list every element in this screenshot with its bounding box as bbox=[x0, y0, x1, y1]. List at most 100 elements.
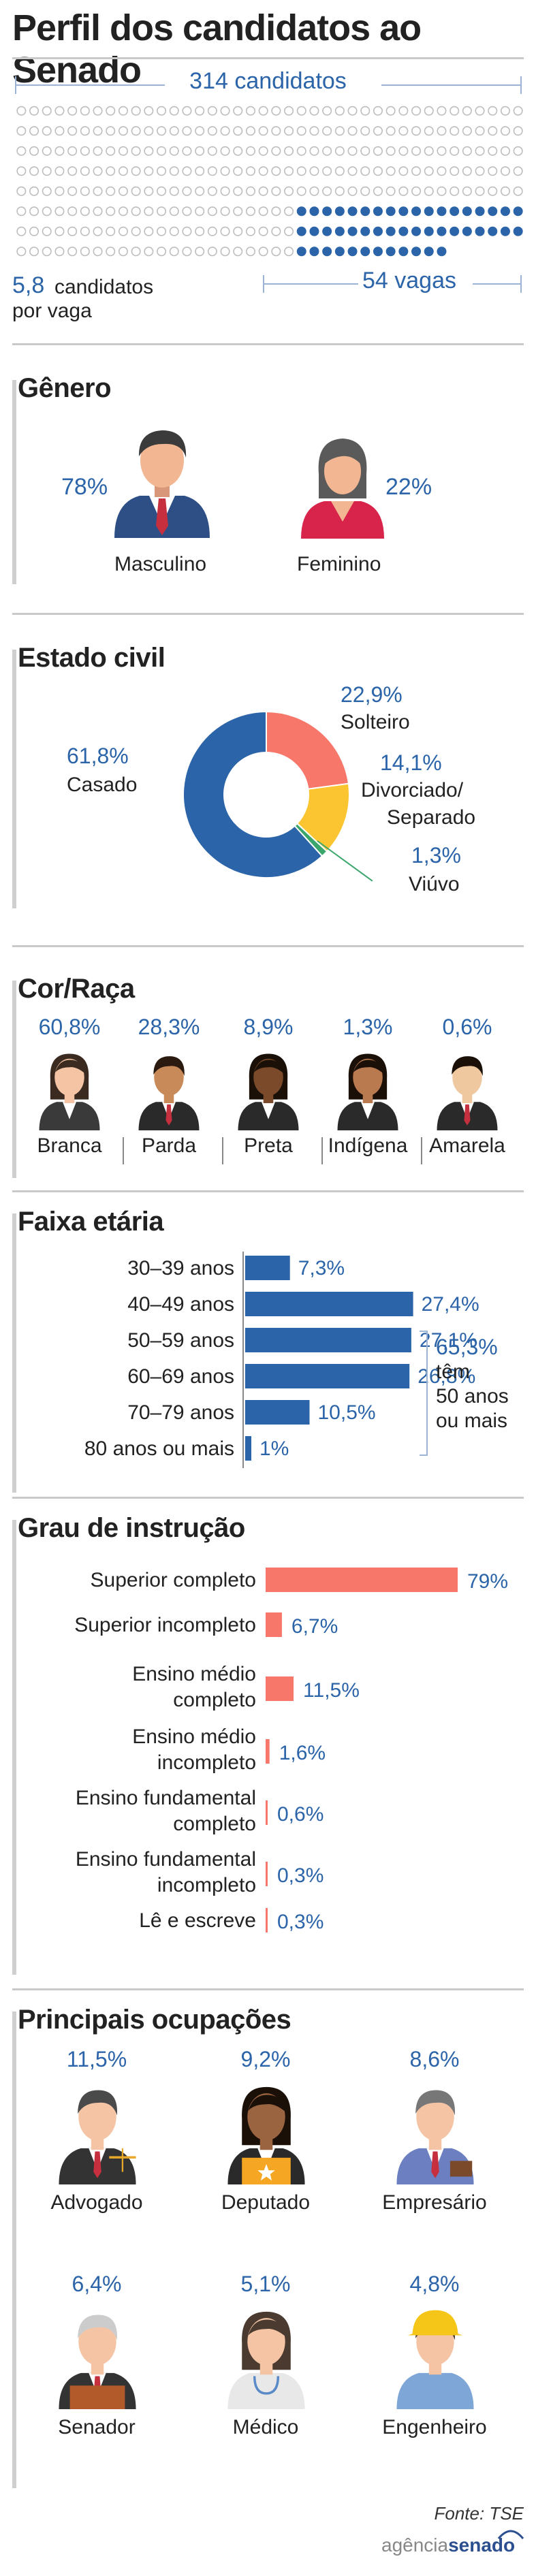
label-divider bbox=[321, 1137, 323, 1164]
candidate-dot bbox=[182, 186, 192, 196]
candidate-dot bbox=[106, 106, 116, 116]
candidate-dot bbox=[373, 106, 383, 116]
candidate-dot bbox=[309, 146, 319, 156]
candidate-dot bbox=[157, 126, 167, 136]
candidate-dot bbox=[118, 146, 128, 156]
vaga-dot bbox=[296, 226, 306, 236]
candidate-dot bbox=[322, 126, 332, 136]
section-heading: Gênero bbox=[18, 373, 112, 403]
race-pct: 1,3% bbox=[343, 1015, 393, 1039]
bracket-tick bbox=[420, 1454, 428, 1456]
candidate-dot bbox=[207, 126, 217, 136]
candidate-dot bbox=[462, 126, 472, 136]
occupation-empresario-icon bbox=[396, 2090, 474, 2184]
candidate-dot bbox=[450, 126, 460, 136]
vaga-dot bbox=[475, 206, 485, 217]
vaga-dot bbox=[398, 226, 409, 236]
bracket-tick bbox=[15, 76, 16, 94]
candidate-dot bbox=[42, 226, 52, 236]
candidate-dot bbox=[42, 146, 52, 156]
candidate-dot bbox=[245, 166, 255, 176]
candidate-dot bbox=[29, 247, 40, 257]
candidate-dot bbox=[16, 146, 27, 156]
divorciado-label: Divorciado/ bbox=[361, 779, 464, 801]
candidate-dot bbox=[42, 166, 52, 176]
candidate-dot bbox=[182, 226, 192, 236]
candidate-dot bbox=[106, 226, 116, 236]
candidate-dot bbox=[169, 206, 179, 217]
candidate-dot bbox=[258, 206, 268, 217]
candidate-dot bbox=[334, 106, 345, 116]
age-category-label: 60–69 anos bbox=[127, 1365, 234, 1388]
candidate-dot bbox=[67, 226, 78, 236]
viuvo-pct: 1,3% bbox=[411, 843, 461, 868]
candidate-dot bbox=[296, 166, 306, 176]
candidate-dot bbox=[54, 106, 65, 116]
vaga-dot bbox=[411, 226, 422, 236]
candidate-dot bbox=[309, 106, 319, 116]
candidate-dot bbox=[450, 166, 460, 176]
candidate-dot bbox=[157, 146, 167, 156]
gender-label: Masculino bbox=[114, 553, 207, 575]
occupation-pct: 5,1% bbox=[240, 2272, 291, 2296]
candidate-dot bbox=[437, 166, 447, 176]
candidate-dot bbox=[245, 186, 255, 196]
candidate-dot bbox=[309, 186, 319, 196]
edu-value-label: 79% bbox=[467, 1570, 508, 1593]
candidate-dot bbox=[207, 247, 217, 257]
candidate-dot bbox=[258, 247, 268, 257]
gender-pct: 78% bbox=[61, 474, 108, 500]
vaga-dot bbox=[437, 247, 447, 257]
edu-category-label: incompleto bbox=[157, 1751, 256, 1774]
divider bbox=[12, 1988, 524, 1990]
age-category-label: 30–39 anos bbox=[127, 1257, 234, 1279]
candidate-dot bbox=[195, 247, 205, 257]
candidate-dot bbox=[54, 186, 65, 196]
candidate-dot bbox=[258, 126, 268, 136]
edu-category-label: Ensino médio bbox=[132, 1663, 256, 1685]
vaga-dot bbox=[411, 247, 422, 257]
candidate-dot bbox=[411, 146, 422, 156]
candidate-dot bbox=[322, 146, 332, 156]
section-bar bbox=[12, 380, 16, 584]
candidate-dot bbox=[475, 186, 485, 196]
candidate-dot bbox=[195, 166, 205, 176]
candidate-dot bbox=[54, 126, 65, 136]
section-bar bbox=[12, 2011, 16, 2488]
candidate-dot bbox=[144, 106, 154, 116]
candidate-dot bbox=[284, 126, 294, 136]
candidate-dot bbox=[513, 166, 523, 176]
candidate-dot bbox=[334, 146, 345, 156]
candidate-dot bbox=[220, 106, 230, 116]
candidate-dot bbox=[207, 146, 217, 156]
candidate-dot bbox=[169, 126, 179, 136]
solteiro-pct: 22,9% bbox=[341, 682, 403, 707]
candidate-dot bbox=[118, 206, 128, 217]
vaga-dot bbox=[360, 226, 371, 236]
logo-arc-icon bbox=[497, 2530, 524, 2539]
candidate-dot bbox=[42, 126, 52, 136]
candidate-dot bbox=[207, 166, 217, 176]
candidate-dot bbox=[462, 186, 472, 196]
candidate-dot bbox=[500, 126, 510, 136]
candidate-dot bbox=[424, 106, 434, 116]
candidate-dot bbox=[67, 247, 78, 257]
vaga-dot bbox=[347, 206, 358, 217]
edu-bar bbox=[266, 1739, 270, 1764]
candidate-dot bbox=[385, 126, 396, 136]
candidate-dot bbox=[411, 126, 422, 136]
candidate-dot bbox=[437, 186, 447, 196]
candidate-dot bbox=[245, 146, 255, 156]
candidate-dot bbox=[437, 106, 447, 116]
person-icon bbox=[337, 1053, 398, 1130]
faixa-etaria-bar-chart: 30–39 anos 7,3% 40–49 anos 27,4% 50–59 anos 2… bbox=[84, 1252, 479, 1468]
vaga-dot bbox=[437, 226, 447, 236]
candidate-dot bbox=[29, 106, 40, 116]
candidate-dot bbox=[513, 126, 523, 136]
candidate-dot bbox=[475, 126, 485, 136]
candidate-dot bbox=[207, 206, 217, 217]
occupation-senador-icon bbox=[59, 2315, 136, 2409]
candidate-dot-grid bbox=[16, 106, 523, 257]
candidate-dot bbox=[271, 226, 281, 236]
vaga-dot bbox=[385, 247, 396, 257]
